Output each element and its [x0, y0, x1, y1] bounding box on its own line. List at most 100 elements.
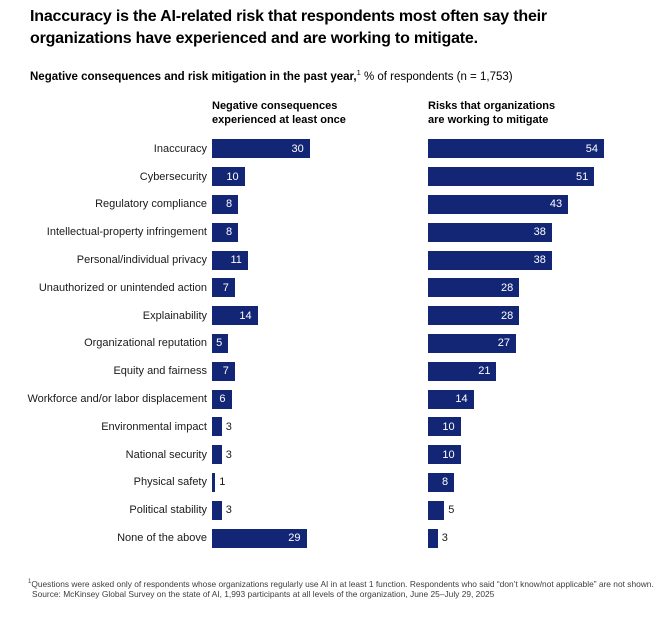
bar-cell-mitigate: 38: [428, 250, 670, 270]
chart-row: Explainability 14 28: [0, 302, 670, 330]
category-label: Unauthorized or unintended action: [38, 281, 207, 294]
bar-experienced: 14: [212, 306, 258, 326]
category-label: Political stability: [129, 504, 207, 517]
value-label: 51: [576, 170, 589, 183]
bar-mitigate: [428, 500, 445, 520]
value-label: 29: [288, 532, 301, 545]
bar-cell-experienced: 3: [212, 417, 428, 437]
bar-cell-experienced: 11: [212, 250, 428, 270]
bar-cell-experienced: 5: [212, 333, 428, 353]
bar-mitigate: 8: [428, 472, 455, 492]
bar-experienced: 10: [212, 167, 245, 187]
bar-experienced: [212, 417, 222, 437]
column-header-mitigate: Risks that organizations are working to …: [428, 100, 556, 126]
category-label: Workforce and/or labor displacement: [27, 393, 207, 406]
bar-experienced: 8: [212, 194, 239, 214]
bar-experienced: 8: [212, 222, 239, 242]
bar-cell-experienced: 30: [212, 139, 428, 159]
value-label: 10: [442, 420, 455, 433]
value-label: 5: [448, 504, 455, 517]
value-label: 5: [216, 337, 223, 350]
bar-experienced: 11: [212, 250, 248, 270]
chart-row: Regulatory compliance 8 43: [0, 191, 670, 219]
category-label: Regulatory compliance: [95, 198, 207, 211]
chart-row: Physical safety 1 8: [0, 469, 670, 497]
bar-mitigate: 21: [428, 361, 497, 381]
category-label: None of the above: [117, 532, 207, 545]
value-label: 28: [501, 281, 514, 294]
bar-cell-mitigate: 54: [428, 139, 670, 159]
category-label: Equity and fairness: [113, 365, 207, 378]
category-label: Physical safety: [133, 476, 207, 489]
bar-mitigate: 54: [428, 139, 605, 159]
bar-cell-experienced: 3: [212, 445, 428, 465]
value-label: 3: [225, 420, 232, 433]
footnote-marker: 1: [28, 579, 32, 585]
bar-cell-mitigate: 3: [428, 528, 670, 548]
footnote-note: 1Questions were asked only of respondent…: [28, 577, 656, 589]
value-label: 1: [219, 476, 226, 489]
bar-experienced: 5: [212, 333, 229, 353]
bar-cell-mitigate: 51: [428, 167, 670, 187]
bar-experienced: 6: [212, 389, 232, 409]
bar-cell-mitigate: 28: [428, 278, 670, 298]
value-label: 11: [230, 254, 242, 267]
figure-subtitle: Negative consequences and risk mitigatio…: [30, 66, 650, 84]
footnote: 1Questions were asked only of respondent…: [28, 577, 656, 600]
value-label: 27: [497, 337, 511, 350]
bar-experienced: [212, 445, 222, 465]
value-label: 10: [226, 170, 239, 183]
value-label: 28: [501, 309, 514, 322]
value-label: 3: [441, 532, 448, 545]
category-label: Inaccuracy: [153, 142, 207, 155]
value-label: 10: [442, 448, 455, 461]
bar-experienced: [212, 472, 216, 492]
value-label: 8: [441, 476, 449, 489]
category-label: Personal/individual privacy: [76, 254, 207, 267]
bar-cell-mitigate: 28: [428, 306, 670, 326]
figure-title: Inaccuracy is the AI-related risk that r…: [30, 8, 547, 47]
bar-mitigate: 38: [428, 250, 552, 270]
value-label: 21: [478, 365, 491, 378]
bar-experienced: 7: [212, 361, 235, 381]
category-label: Cybersecurity: [139, 170, 207, 183]
bar-cell-experienced: 6: [212, 389, 428, 409]
bar-cell-experienced: 8: [212, 194, 428, 214]
value-label: 7: [222, 365, 229, 378]
bar-cell-experienced: 3: [212, 500, 428, 520]
bar-mitigate: 10: [428, 445, 461, 465]
value-label: 7: [222, 281, 229, 294]
bar-cell-experienced: 7: [212, 361, 428, 381]
chart-row: Cybersecurity 10 51: [0, 163, 670, 191]
bar-mitigate: 28: [428, 278, 520, 298]
category-label: Explainability: [142, 309, 207, 322]
bar-experienced: [212, 500, 222, 520]
bar-cell-mitigate: 10: [428, 445, 670, 465]
bar-mitigate: 27: [428, 333, 517, 353]
value-label: 8: [225, 198, 233, 211]
footnote-source: Source: McKinsey Global Survey on the st…: [32, 589, 495, 600]
bar-cell-experienced: 29: [212, 528, 428, 548]
bar-cell-experienced: 1: [212, 472, 428, 492]
category-label: Intellectual-property infringement: [46, 226, 207, 239]
bar-experienced: 30: [212, 139, 310, 159]
bar-mitigate: 14: [428, 389, 474, 409]
value-label: 6: [219, 393, 226, 406]
bar-mitigate: [428, 528, 438, 548]
subtitle-bold: Negative consequences and risk mitigatio…: [30, 70, 357, 83]
bar-cell-mitigate: 43: [428, 194, 670, 214]
value-label: 30: [291, 142, 304, 155]
value-label: 3: [225, 504, 232, 517]
value-label: 38: [533, 254, 546, 267]
category-label: Environmental impact: [101, 420, 207, 433]
chart-row: None of the above 29 3: [0, 524, 670, 552]
subtitle-footnote-marker: 1: [356, 68, 361, 77]
bar-experienced: 7: [212, 278, 235, 298]
bar-cell-mitigate: 14: [428, 389, 670, 409]
value-label: 14: [239, 309, 252, 322]
value-label: 38: [533, 226, 546, 239]
bar-cell-mitigate: 21: [428, 361, 670, 381]
category-label: National security: [125, 448, 207, 461]
bar-mitigate: 28: [428, 306, 520, 326]
